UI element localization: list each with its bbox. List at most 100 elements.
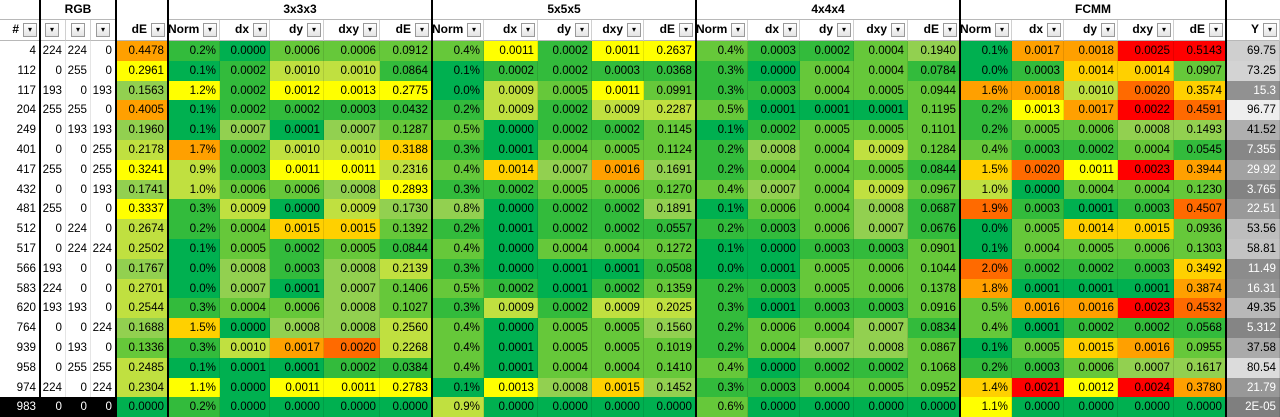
cell-dxy-3x3x3[interactable]: 0.0010	[324, 61, 380, 81]
cell-dx-fcmm[interactable]: 0.0018	[1012, 81, 1064, 100]
cell-de-5x5x5[interactable]: 0.0368	[644, 61, 696, 81]
cell-dx-5x5x5[interactable]: 0.0011	[484, 41, 538, 61]
filter-dropdown-icon[interactable]: ▾	[467, 23, 481, 37]
cell-dxy-3x3x3[interactable]: 0.0006	[324, 41, 380, 61]
cell-dx-fcmm[interactable]: 0.0001	[1012, 279, 1064, 298]
cell-g[interactable]: 0	[66, 199, 91, 219]
cell-de-fcmm[interactable]: 0.3492	[1174, 259, 1226, 279]
cell-norm-3x3x3[interactable]: 0.2%	[168, 41, 220, 61]
cell-dy-4x4x4[interactable]: 0.0002	[800, 41, 854, 61]
cell-norm-fcmm[interactable]: 1.5%	[960, 160, 1012, 180]
filter-dropdown-icon[interactable]: ▾	[731, 23, 745, 37]
cell-norm-4x4x4[interactable]: 0.3%	[696, 298, 748, 318]
cell-dy-4x4x4[interactable]: 0.0001	[800, 100, 854, 120]
cell-dxy-3x3x3[interactable]: 0.0011	[324, 160, 380, 180]
column-header-dy-fcmm[interactable]: dy ▾	[1064, 20, 1118, 41]
cell-de-3x3x3[interactable]: 0.2775	[380, 81, 432, 100]
cell-y[interactable]: 16.31	[1226, 279, 1280, 298]
cell-dxy-4x4x4[interactable]: 0.0001	[854, 100, 908, 120]
column-header-dxy-fcmm[interactable]: dxy ▾	[1118, 20, 1174, 41]
filter-dropdown-icon[interactable]: ▾	[151, 23, 165, 37]
cell-norm-fcmm[interactable]: 0.1%	[960, 239, 1012, 259]
cell-dxy-5x5x5[interactable]: 0.0009	[592, 100, 644, 120]
cell-index[interactable]: 117	[0, 81, 40, 100]
cell-dy-fcmm[interactable]: 0.0001	[1064, 279, 1118, 298]
cell-dxy-3x3x3[interactable]: 0.0020	[324, 338, 380, 358]
cell-norm-5x5x5[interactable]: 0.4%	[432, 41, 484, 61]
cell-dxy-fcmm[interactable]: 0.0024	[1118, 378, 1174, 397]
cell-de-fcmm[interactable]: 0.3574	[1174, 81, 1226, 100]
cell-dy-4x4x4[interactable]: 0.0002	[800, 358, 854, 378]
cell-de-4x4x4[interactable]: 0.0834	[908, 318, 960, 338]
cell-dy-fcmm[interactable]: 0.0000	[1064, 397, 1118, 417]
cell-norm-4x4x4[interactable]: 0.2%	[696, 279, 748, 298]
cell-de-3x3x3[interactable]: 0.2783	[380, 378, 432, 397]
cell-norm-5x5x5[interactable]: 0.5%	[432, 279, 484, 298]
cell-dxy-5x5x5[interactable]: 0.0003	[592, 61, 644, 81]
cell-de-5x5x5[interactable]: 0.1410	[644, 358, 696, 378]
cell-dxy-4x4x4[interactable]: 0.0007	[854, 219, 908, 239]
cell-de-base[interactable]: 0.2178	[116, 140, 168, 160]
cell-de-base[interactable]: 0.1563	[116, 81, 168, 100]
cell-dy-4x4x4[interactable]: 0.0004	[800, 81, 854, 100]
cell-dxy-fcmm[interactable]: 0.0001	[1118, 279, 1174, 298]
cell-index[interactable]: 112	[0, 61, 40, 81]
cell-dy-5x5x5[interactable]: 0.0001	[538, 279, 592, 298]
cell-dx-4x4x4[interactable]: 0.0003	[748, 378, 800, 397]
cell-dx-fcmm[interactable]: 0.0003	[1012, 358, 1064, 378]
filter-dropdown-icon[interactable]: ▾	[415, 23, 429, 37]
cell-norm-5x5x5[interactable]: 0.4%	[432, 318, 484, 338]
cell-de-4x4x4[interactable]: 0.0676	[908, 219, 960, 239]
cell-de-3x3x3[interactable]: 0.1027	[380, 298, 432, 318]
cell-dx-5x5x5[interactable]: 0.0001	[484, 358, 538, 378]
cell-dy-fcmm[interactable]: 0.0002	[1064, 140, 1118, 160]
cell-dxy-5x5x5[interactable]: 0.0002	[592, 120, 644, 140]
cell-norm-5x5x5[interactable]: 0.4%	[432, 239, 484, 259]
cell-g[interactable]: 0	[66, 378, 91, 397]
cell-norm-5x5x5[interactable]: 0.2%	[432, 100, 484, 120]
cell-norm-fcmm[interactable]: 2.0%	[960, 259, 1012, 279]
cell-norm-4x4x4[interactable]: 0.2%	[696, 338, 748, 358]
cell-b[interactable]: 0	[91, 338, 116, 358]
cell-de-base[interactable]: 0.1960	[116, 120, 168, 140]
cell-de-fcmm[interactable]: 0.4591	[1174, 100, 1226, 120]
cell-index[interactable]: 204	[0, 100, 40, 120]
cell-y[interactable]: 21.79	[1226, 378, 1280, 397]
cell-b[interactable]: 0	[91, 199, 116, 219]
cell-index[interactable]: 566	[0, 259, 40, 279]
cell-dx-5x5x5[interactable]: 0.0001	[484, 338, 538, 358]
column-header-norm-5x5x5[interactable]: Norm ▾	[432, 20, 484, 41]
cell-norm-fcmm[interactable]: 0.0%	[960, 219, 1012, 239]
cell-de-fcmm[interactable]: 0.4532	[1174, 298, 1226, 318]
cell-b[interactable]: 0	[91, 219, 116, 239]
cell-dx-5x5x5[interactable]: 0.0009	[484, 298, 538, 318]
cell-dxy-3x3x3[interactable]: 0.0009	[324, 199, 380, 219]
cell-dx-5x5x5[interactable]: 0.0002	[484, 279, 538, 298]
cell-dxy-5x5x5[interactable]: 0.0005	[592, 338, 644, 358]
cell-de-4x4x4[interactable]: 0.1284	[908, 140, 960, 160]
cell-norm-4x4x4[interactable]: 0.3%	[696, 61, 748, 81]
cell-g[interactable]: 255	[66, 100, 91, 120]
cell-dy-fcmm[interactable]: 0.0010	[1064, 81, 1118, 100]
column-header-dxy-4x4x4[interactable]: dxy ▾	[854, 20, 908, 41]
cell-dxy-5x5x5[interactable]: 0.0015	[592, 378, 644, 397]
column-header-dx-3x3x3[interactable]: dx ▾	[220, 20, 270, 41]
cell-y[interactable]: 58.81	[1226, 239, 1280, 259]
cell-r[interactable]: 0	[40, 397, 66, 417]
cell-dx-4x4x4[interactable]: 0.0003	[748, 219, 800, 239]
cell-dxy-fcmm[interactable]: 0.0016	[1118, 338, 1174, 358]
cell-norm-4x4x4[interactable]: 0.5%	[696, 100, 748, 120]
cell-de-base[interactable]: 0.3337	[116, 199, 168, 219]
cell-norm-5x5x5[interactable]: 0.1%	[432, 61, 484, 81]
cell-de-3x3x3[interactable]: 0.0844	[380, 239, 432, 259]
cell-de-base[interactable]: 0.2502	[116, 239, 168, 259]
cell-dx-4x4x4[interactable]: 0.0002	[748, 120, 800, 140]
cell-dxy-3x3x3[interactable]: 0.0011	[324, 378, 380, 397]
cell-dx-4x4x4[interactable]: 0.0006	[748, 318, 800, 338]
cell-de-5x5x5[interactable]: 0.0557	[644, 219, 696, 239]
cell-dy-4x4x4[interactable]: 0.0005	[800, 259, 854, 279]
cell-index[interactable]: 401	[0, 140, 40, 160]
cell-dxy-5x5x5[interactable]: 0.0002	[592, 279, 644, 298]
cell-dx-4x4x4[interactable]: 0.0000	[748, 61, 800, 81]
cell-dy-4x4x4[interactable]: 0.0007	[800, 338, 854, 358]
